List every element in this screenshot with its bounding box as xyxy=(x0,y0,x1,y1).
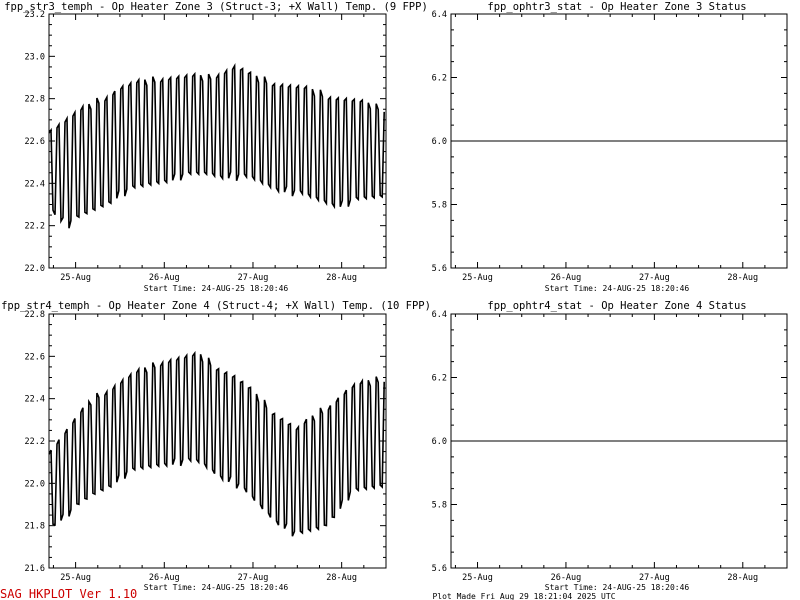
zone4-temp-x-tick-label: 28-Aug xyxy=(326,573,357,583)
zone3-status-x-tick-label: 25-Aug xyxy=(462,273,493,283)
panel-zone3-status-title: fpp_ophtr3_stat - Op Heater Zone 3 Statu… xyxy=(487,1,746,13)
panel-zone4-status-title: fpp_ophtr4_stat - Op Heater Zone 4 Statu… xyxy=(487,300,746,312)
panel-zone4-status: fpp_ophtr4_stat - Op Heater Zone 4 Statu… xyxy=(432,300,788,592)
zone4-temp-y-tick-label: 22.8 xyxy=(25,310,45,320)
zone3-status-y-tick-label: 6.0 xyxy=(432,137,447,147)
zone3-status-y-tick-label: 6.4 xyxy=(432,10,447,20)
zone4-status-x-tick-label: 28-Aug xyxy=(727,573,758,583)
zone3-temp-y-tick-label: 23.2 xyxy=(25,10,45,20)
panel-zone3-temp-title: fpp_str3_temph - Op Heater Zone 3 (Struc… xyxy=(4,1,428,13)
zone4-temp-y-tick-label: 21.8 xyxy=(25,522,45,532)
zone4-status-x-tick-label: 26-Aug xyxy=(551,573,582,583)
zone4-temp-y-tick-label: 22.4 xyxy=(25,395,45,405)
zone4-temp-y-tick-label: 22.2 xyxy=(25,437,45,447)
zone4-status-x-tick-label: 27-Aug xyxy=(639,573,670,583)
zone3-temp-x-tick-label: 26-Aug xyxy=(149,273,180,283)
zone4-temp-series-line xyxy=(48,350,385,537)
program-version-label: SAG_HKPLOT Ver 1.10 xyxy=(0,587,137,600)
zone3-temp-y-tick-label: 23.0 xyxy=(25,52,45,62)
panel-zone3-status-start-time: Start Time: 24-AUG-25 18:20:46 xyxy=(545,284,690,293)
zone4-status-y-tick-label: 6.0 xyxy=(432,437,447,447)
plot-made-timestamp: Plot Made Fri Aug 29 18:21:04 2025 UTC xyxy=(432,592,615,600)
panel-zone3-temp: fpp_str3_temph - Op Heater Zone 3 (Struc… xyxy=(4,1,428,293)
zone3-temp-y-tick-label: 22.0 xyxy=(25,264,45,274)
zone3-temp-y-tick-label: 22.2 xyxy=(25,222,45,232)
zone4-status-y-tick-label: 6.2 xyxy=(432,374,447,384)
zone3-status-y-tick-label: 5.6 xyxy=(432,264,447,274)
zone3-temp-x-tick-label: 25-Aug xyxy=(60,273,91,283)
zone4-temp-x-tick-label: 26-Aug xyxy=(149,573,180,583)
panel-zone4-temp-start-time: Start Time: 24-AUG-25 18:20:46 xyxy=(144,583,289,592)
zone4-status-y-tick-label: 5.8 xyxy=(432,501,447,511)
panel-zone3-temp-start-time: Start Time: 24-AUG-25 18:20:46 xyxy=(144,284,289,293)
zone3-temp-y-tick-label: 22.6 xyxy=(25,137,45,147)
zone4-temp-y-tick-label: 22.6 xyxy=(25,352,45,362)
zone4-temp-y-tick-label: 22.0 xyxy=(25,479,45,489)
zone3-temp-y-tick-label: 22.8 xyxy=(25,95,45,105)
zone4-status-y-tick-label: 6.4 xyxy=(432,310,447,320)
panel-zone4-status-start-time: Start Time: 24-AUG-25 18:20:46 xyxy=(545,583,690,592)
zone4-temp-x-tick-label: 25-Aug xyxy=(60,573,91,583)
zone3-status-x-tick-label: 28-Aug xyxy=(727,273,758,283)
zone3-temp-y-tick-label: 22.4 xyxy=(25,179,45,189)
zone3-status-x-tick-label: 27-Aug xyxy=(639,273,670,283)
panel-zone4-temp-title: fpp_str4_temph - Op Heater Zone 4 (Struc… xyxy=(1,300,431,312)
panel-zone3-status: fpp_ophtr3_stat - Op Heater Zone 3 Statu… xyxy=(432,1,788,293)
zone3-temp-series-line xyxy=(48,63,385,229)
zone3-status-x-tick-label: 26-Aug xyxy=(551,273,582,283)
zone3-temp-x-tick-label: 28-Aug xyxy=(326,273,357,283)
zone4-temp-y-tick-label: 21.6 xyxy=(25,564,45,574)
zone4-temp-x-tick-label: 27-Aug xyxy=(238,573,269,583)
zone3-status-y-tick-label: 5.8 xyxy=(432,201,447,211)
zone3-status-y-tick-label: 6.2 xyxy=(432,74,447,84)
zone4-status-x-tick-label: 25-Aug xyxy=(462,573,493,583)
panel-zone4-temp: fpp_str4_temph - Op Heater Zone 4 (Struc… xyxy=(1,300,431,592)
zone4-status-y-tick-label: 5.6 xyxy=(432,564,447,574)
zone3-temp-x-tick-label: 27-Aug xyxy=(238,273,269,283)
